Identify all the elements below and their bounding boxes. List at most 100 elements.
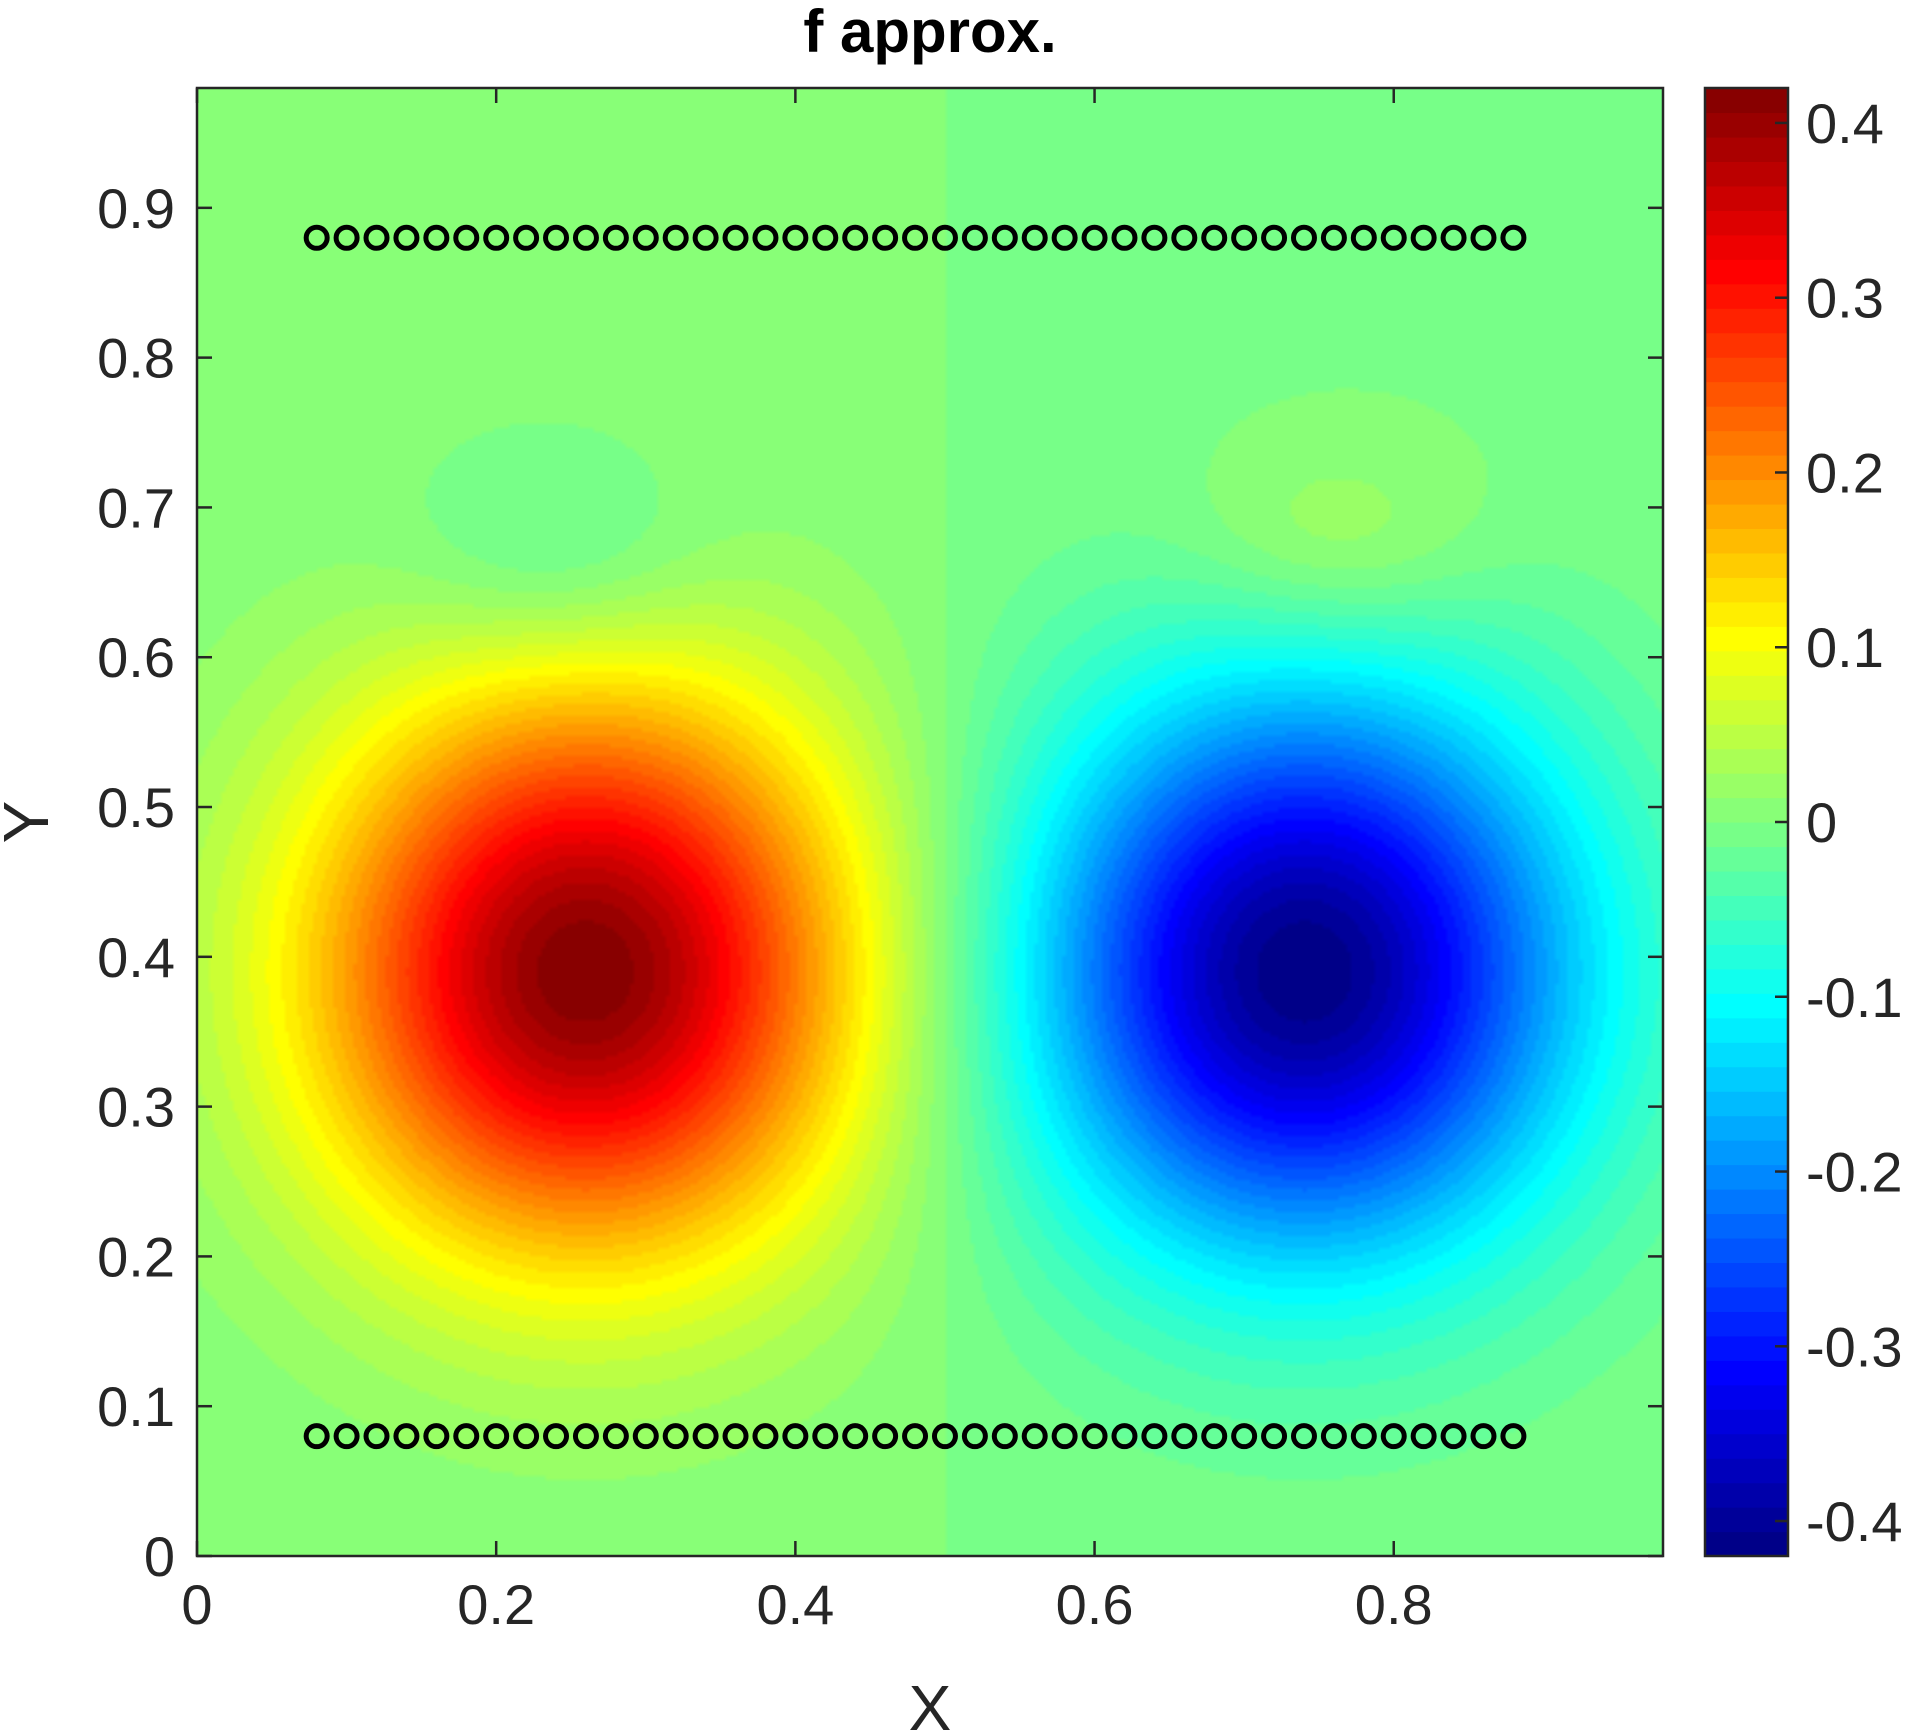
- plot-frame: [195, 86, 1665, 1558]
- marker-point: [572, 224, 599, 251]
- marker-point: [1111, 224, 1138, 251]
- marker-point: [752, 1423, 779, 1450]
- colorbar-band: [1705, 1189, 1788, 1215]
- marker-point: [752, 224, 779, 251]
- colorbar-band: [1705, 1115, 1788, 1141]
- colorbar-band: [1705, 724, 1788, 750]
- colorbar-band: [1705, 846, 1788, 872]
- marker-point: [961, 1423, 988, 1450]
- colorbar-band: [1705, 406, 1788, 432]
- colorbar-band: [1705, 1458, 1788, 1484]
- marker-point: [1350, 1423, 1377, 1450]
- marker-point: [1141, 1423, 1168, 1450]
- marker-point: [1470, 224, 1497, 251]
- colorbar-band: [1705, 699, 1788, 725]
- x-tick-label: 0: [181, 1573, 212, 1636]
- marker-point: [722, 224, 749, 251]
- colorbar-band: [1705, 577, 1788, 603]
- colorbar-band: [1705, 332, 1788, 358]
- marker-point: [333, 1423, 360, 1450]
- marker-point: [1470, 1423, 1497, 1450]
- colorbar-band: [1705, 283, 1788, 309]
- marker-point: [1440, 224, 1467, 251]
- x-tick-label: 0.6: [1056, 1573, 1134, 1636]
- colorbar-band: [1705, 88, 1788, 114]
- marker-point: [1171, 224, 1198, 251]
- y-tick-label: 0.3: [97, 1076, 175, 1139]
- colorbar-band: [1705, 1066, 1788, 1092]
- marker-point: [393, 1423, 420, 1450]
- colorbar-band: [1705, 601, 1788, 627]
- colorbar-band: [1705, 748, 1788, 774]
- marker-point: [1141, 224, 1168, 251]
- colorbar-band: [1705, 1091, 1788, 1117]
- heatmap-field: [197, 88, 1663, 1556]
- colorbar-band: [1705, 822, 1788, 848]
- colorbar-band: [1705, 552, 1788, 578]
- marker-point: [1201, 1423, 1228, 1450]
- colorbar-bands: [1705, 88, 1788, 1557]
- marker-point: [1500, 1423, 1527, 1450]
- marker-point: [513, 1423, 540, 1450]
- colorbar-tick-label: 0.4: [1806, 92, 1884, 155]
- marker-point: [662, 1423, 689, 1450]
- colorbar-band: [1705, 1017, 1788, 1043]
- colorbar-band: [1705, 136, 1788, 162]
- marker-point: [453, 224, 480, 251]
- y-tick-label: 0.4: [97, 926, 175, 989]
- marker-point: [483, 1423, 510, 1450]
- marker-point: [1081, 224, 1108, 251]
- colorbar-band: [1705, 234, 1788, 260]
- y-tick-label: 0.6: [97, 626, 175, 689]
- colorbar-band: [1705, 895, 1788, 921]
- colorbar-band: [1705, 381, 1788, 407]
- colorbar-band: [1705, 259, 1788, 285]
- marker-point: [1440, 1423, 1467, 1450]
- colorbar-band: [1705, 479, 1788, 505]
- marker-point: [812, 1423, 839, 1450]
- colorbar-tick-label: -0.2: [1806, 1141, 1903, 1204]
- marker-point: [782, 1423, 809, 1450]
- colorbar-band: [1705, 1311, 1788, 1337]
- marker-point: [602, 1423, 629, 1450]
- y-tick-label: 0.9: [97, 177, 175, 240]
- colorbar-band: [1705, 161, 1788, 187]
- colorbar-band: [1705, 797, 1788, 823]
- marker-point: [303, 224, 330, 251]
- marker-point: [991, 1423, 1018, 1450]
- colorbar-band: [1705, 1164, 1788, 1190]
- y-tick-label: 0.8: [97, 327, 175, 390]
- colorbar-band: [1705, 455, 1788, 481]
- marker-point: [1231, 1423, 1258, 1450]
- x-axis: 0 0.2 0.4 0.6 0.8: [181, 88, 1433, 1636]
- colorbar-band: [1705, 773, 1788, 799]
- colorbar-band: [1705, 968, 1788, 994]
- colorbar-band: [1705, 357, 1788, 383]
- colorbar-ticks: 0.4 0.3 0.2 0.1 0 -0.1 -0.2 -0.3 -0.4: [1775, 92, 1903, 1553]
- marker-point: [423, 1423, 450, 1450]
- marker-point: [692, 1423, 719, 1450]
- marker-point: [632, 1423, 659, 1450]
- colorbar-band: [1705, 870, 1788, 896]
- marker-point: [1380, 224, 1407, 251]
- y-tick-label: 0.2: [97, 1225, 175, 1288]
- colorbar-band: [1705, 1286, 1788, 1312]
- colorbar-band: [1705, 675, 1788, 701]
- colorbar-band: [1705, 919, 1788, 945]
- marker-point: [931, 224, 958, 251]
- marker-point: [303, 1423, 330, 1450]
- colorbar-band: [1705, 1409, 1788, 1435]
- colorbar-band: [1705, 993, 1788, 1019]
- marker-point: [363, 1423, 390, 1450]
- marker-point: [572, 1423, 599, 1450]
- colorbar-tick-label: -0.4: [1806, 1490, 1903, 1553]
- colorbar-band: [1705, 1042, 1788, 1068]
- marker-point: [1021, 1423, 1048, 1450]
- marker-point: [1290, 1423, 1317, 1450]
- marker-point: [483, 224, 510, 251]
- contour-image: [197, 88, 1663, 1556]
- colorbar-band: [1705, 1482, 1788, 1508]
- marker-point: [782, 224, 809, 251]
- y-tick-label: 0.5: [97, 776, 175, 839]
